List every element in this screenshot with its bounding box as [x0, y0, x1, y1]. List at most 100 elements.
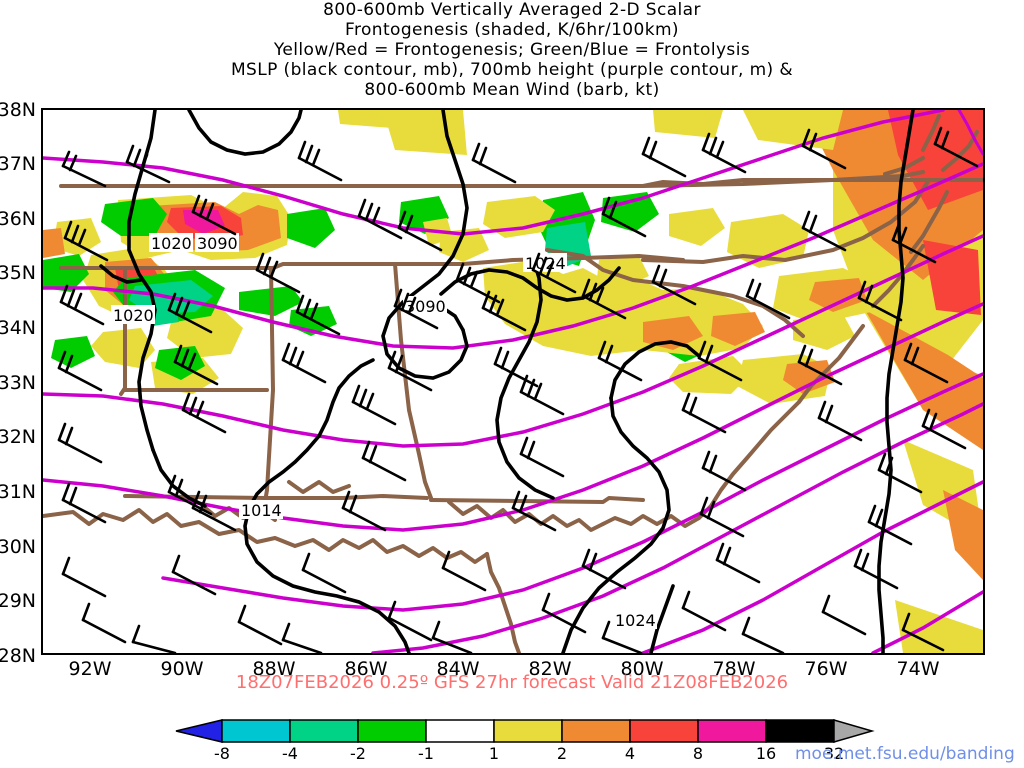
x-tick-86w: 86W	[344, 658, 388, 680]
y-tick-30n: 30N	[0, 536, 36, 558]
wind-barb	[601, 620, 643, 653]
wind-barb	[63, 220, 109, 262]
title-line-5: 800-600mb Mean Wind (barb, kt)	[364, 80, 660, 100]
wind-barb	[817, 400, 863, 442]
wind-barb	[921, 408, 967, 450]
wind-barb	[853, 548, 899, 590]
x-tick-78w: 78W	[712, 658, 756, 680]
y-tick-28n: 28N	[0, 645, 36, 667]
wind-barb	[393, 288, 439, 330]
forecast-caption: 18Z07FEB2026 0.25º GFS 27hr forecast Val…	[235, 672, 789, 693]
wind-barb	[61, 482, 107, 524]
wind-barb	[857, 280, 903, 322]
wind-barb	[237, 604, 283, 646]
mslp-label-1024-a: 1024	[525, 254, 566, 273]
wind-barb	[681, 392, 727, 434]
mslp-label-1020-b: 1020	[113, 306, 154, 325]
x-tick-92w: 92W	[68, 658, 112, 680]
wind-barb	[493, 346, 539, 388]
frontogenesis-shading	[43, 110, 983, 653]
wind-barb	[867, 504, 913, 546]
wind-barb	[361, 440, 407, 482]
wind-barb	[57, 350, 103, 392]
cb-tick-16: 16	[755, 744, 777, 763]
wind-barb	[801, 128, 847, 170]
wind-barb	[701, 132, 747, 174]
x-tick-82w: 82W	[528, 658, 572, 680]
wind-barb	[531, 252, 577, 294]
title-line-3: Yellow/Red = Frontogenesis; Green/Blue =…	[273, 40, 751, 60]
wind-barb	[715, 542, 761, 584]
wind-barb	[191, 490, 237, 532]
wind-barb	[441, 550, 487, 592]
wind-barb	[681, 590, 727, 632]
colorbar[interactable]: -8 -4 -2 -1 1 2 4 8 16 32	[160, 718, 880, 764]
chart-title-block: 800-600mb Vertically Averaged 2-D Scalar…	[0, 0, 1024, 100]
wind-barb	[519, 374, 565, 416]
x-tick-88w: 88W	[252, 658, 296, 680]
wind-barb	[301, 552, 347, 594]
cb-tick-2: 2	[556, 744, 568, 763]
y-tick-37n: 37N	[0, 153, 36, 175]
wind-barb	[541, 592, 587, 634]
wind-barb	[801, 210, 847, 252]
wind-barb	[741, 616, 785, 653]
y-tick-33n: 33N	[0, 372, 36, 394]
wind-barb	[697, 340, 743, 382]
x-tick-74w: 74W	[896, 658, 940, 680]
wind-barb	[167, 474, 213, 516]
y-tick-34n: 34N	[0, 317, 36, 339]
wind-barb	[131, 624, 177, 653]
wind-barb	[519, 436, 565, 478]
wind-barb	[891, 222, 937, 264]
wind-barb	[821, 594, 867, 636]
wind-barb	[455, 262, 501, 304]
wind-barb	[797, 344, 843, 386]
y-tick-36n: 36N	[0, 208, 36, 230]
wind-barb	[933, 126, 979, 168]
wind-barb	[745, 278, 791, 320]
wind-barb	[387, 350, 433, 392]
h700-label-3090-b: 3090	[405, 297, 446, 316]
wind-barb	[191, 194, 237, 236]
x-tick-90w: 90W	[160, 658, 204, 680]
title-line-1: 800-600mb Vertically Averaged 2-D Scalar	[323, 0, 701, 20]
y-tick-31n: 31N	[0, 481, 36, 503]
wind-barb	[903, 342, 949, 384]
cb-tick-4: 4	[624, 744, 636, 763]
title-line-2: Frontogenesis (shaded, K/6hr/100km)	[345, 20, 679, 40]
wind-barb	[295, 294, 341, 336]
h700-label-3090-a: 3090	[197, 234, 238, 253]
wind-barb	[81, 602, 127, 644]
map-plot-area[interactable]: 1020 3090 1024 1020 3090 1014 1024	[41, 108, 985, 655]
wind-barb	[61, 556, 107, 598]
wind-barb	[181, 392, 227, 434]
cb-tick--2: -2	[350, 744, 366, 763]
cb-tick-32: 32	[823, 744, 845, 763]
wind-barb	[699, 496, 745, 538]
wind-barb	[481, 290, 527, 332]
site-watermark[interactable]: moe.met.fsu.edu/banding	[795, 744, 1015, 764]
y-tick-38n: 38N	[0, 99, 36, 121]
mslp-label-1024-b: 1024	[615, 611, 656, 630]
wind-barb	[341, 490, 387, 532]
wind-barb	[581, 278, 627, 320]
wind-barb	[61, 150, 107, 188]
wind-barb	[901, 612, 945, 652]
wind-barb	[511, 490, 557, 532]
mslp-label-1014: 1014	[241, 501, 282, 520]
wind-barb	[597, 340, 643, 382]
cb-tick-1: 1	[488, 744, 500, 763]
wind-barb	[431, 620, 473, 653]
wind-barb	[59, 284, 105, 326]
wind-barb	[641, 136, 687, 178]
wind-barb	[351, 384, 397, 426]
mslp-label-1020-a: 1020	[151, 234, 192, 253]
wind-barb	[581, 548, 627, 590]
cb-tick-8: 8	[692, 744, 704, 763]
wind-barb	[171, 554, 217, 596]
wind-barb	[651, 264, 697, 306]
wind-barb	[281, 622, 323, 653]
wind-barbs-layer	[57, 126, 979, 653]
